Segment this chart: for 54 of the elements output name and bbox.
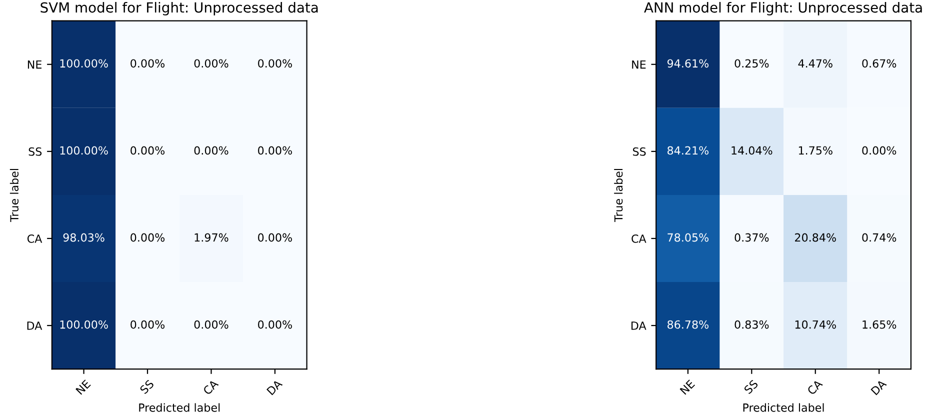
- y-tick-label: CA: [632, 234, 646, 243]
- x-tick-label: DA: [870, 379, 887, 396]
- y-tick-label: SS: [632, 147, 646, 156]
- data-label: 0.00%: [130, 59, 165, 68]
- data-label: 100.00%: [60, 59, 108, 68]
- data-label: 0.00%: [194, 320, 228, 329]
- data-label: 0.00%: [258, 59, 292, 68]
- x-tick-label: SS: [744, 379, 758, 394]
- y-axis-title: True label: [614, 168, 623, 222]
- data-label: 0.67%: [862, 59, 896, 68]
- chart-title: SVM model for Flight: Unprocessed data: [40, 2, 318, 16]
- data-label: 0.00%: [130, 233, 165, 242]
- x-tick-label: DA: [266, 379, 283, 396]
- data-label: 0.00%: [258, 233, 292, 242]
- data-label: 10.74%: [795, 320, 836, 329]
- data-label: 0.00%: [130, 320, 165, 329]
- data-label: 0.00%: [258, 320, 292, 329]
- x-axis-title: Predicted label: [139, 403, 220, 412]
- data-label: 1.75%: [798, 146, 832, 155]
- y-tick-label: DA: [27, 322, 42, 330]
- data-label: 86.78%: [668, 320, 709, 329]
- data-label: 100.00%: [60, 320, 108, 329]
- chart-title: ANN model for Flight: Unprocessed data: [644, 2, 922, 16]
- data-label: 1.97%: [194, 233, 228, 242]
- data-label: 0.00%: [194, 59, 228, 68]
- x-tick-label: CA: [202, 378, 219, 396]
- y-tick-label: NE: [28, 60, 42, 69]
- data-label: 98.03%: [63, 233, 104, 242]
- x-tick-label: SS: [139, 379, 154, 394]
- data-label: 20.84%: [795, 233, 836, 242]
- data-label: 78.05%: [668, 233, 709, 242]
- data-label: 0.00%: [258, 146, 292, 155]
- data-label: 84.21%: [668, 146, 709, 155]
- y-tick-label: NE: [632, 60, 646, 69]
- data-label: 14.04%: [732, 146, 772, 155]
- x-tick-label: CA: [806, 378, 824, 396]
- x-axis-title: Predicted label: [743, 403, 824, 412]
- x-tick-label: NE: [680, 380, 696, 395]
- data-label: 0.00%: [130, 146, 165, 155]
- data-label: 0.37%: [734, 233, 769, 242]
- data-label: 0.25%: [734, 59, 769, 68]
- data-label: 0.74%: [862, 233, 896, 242]
- y-axis-title: True label: [10, 168, 19, 222]
- data-label: 0.83%: [734, 320, 769, 329]
- y-tick-label: SS: [28, 147, 42, 156]
- data-label: 0.00%: [194, 146, 228, 155]
- x-tick-label: NE: [76, 380, 91, 395]
- data-label: 100.00%: [60, 146, 108, 155]
- data-label: 94.61%: [667, 59, 709, 68]
- data-label: 4.47%: [798, 59, 832, 68]
- data-label: 0.00%: [862, 146, 896, 155]
- y-tick-label: CA: [27, 234, 42, 243]
- y-tick-label: DA: [631, 322, 646, 330]
- data-label: 1.65%: [862, 320, 896, 329]
